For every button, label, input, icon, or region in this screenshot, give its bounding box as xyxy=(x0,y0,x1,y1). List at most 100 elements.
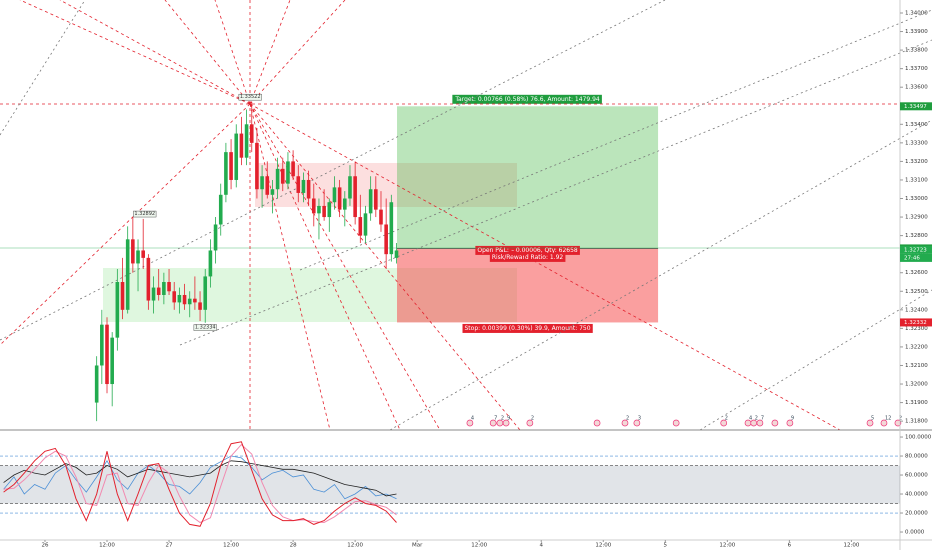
event-icon xyxy=(633,419,641,427)
event-icon xyxy=(593,419,601,427)
event-icon xyxy=(720,419,728,427)
y-tick-label: 1.33000 xyxy=(905,196,928,202)
candle-body xyxy=(332,187,337,203)
position-label-bg xyxy=(489,252,566,262)
price-tag-label: 1.32332 xyxy=(904,320,927,326)
candle-body xyxy=(348,176,352,199)
y-tick-label: 1.33900 xyxy=(905,29,928,35)
osc-band xyxy=(0,465,900,504)
event-icon xyxy=(866,419,874,427)
candle-body xyxy=(151,287,156,301)
candle-body xyxy=(162,281,166,295)
y-tick-label: 1.32100 xyxy=(905,363,928,369)
candle-body xyxy=(270,189,275,195)
y-tick-label: 1.31800 xyxy=(905,419,928,425)
y-tick-label: 1.33800 xyxy=(905,48,928,54)
event-label: 9 xyxy=(507,416,510,422)
x-tick-label: Mar xyxy=(412,543,423,549)
candle-body xyxy=(177,294,182,303)
x-tick-label: 6 xyxy=(788,543,792,549)
y-tick-label: 1.32500 xyxy=(905,289,928,295)
candle-body xyxy=(94,365,99,403)
price-annotation: 1.32892 xyxy=(134,211,155,217)
event-label: 9 xyxy=(791,416,794,422)
candle-body xyxy=(167,281,171,292)
event-icon xyxy=(672,419,680,427)
y-tick-label: 1.32600 xyxy=(905,270,928,276)
candle-body xyxy=(322,205,326,218)
candle-body xyxy=(374,189,378,210)
candle-body xyxy=(306,179,311,199)
event-label: 7 xyxy=(494,416,497,422)
event-icon xyxy=(621,419,629,427)
y-tick-label: 1.31900 xyxy=(905,400,928,406)
position-label-bg xyxy=(462,323,593,333)
osc-y-tick-label: 20.0000 xyxy=(905,511,928,517)
osc-y-tick-label: 0.0000 xyxy=(905,530,925,536)
candle-body xyxy=(343,198,347,210)
event-label: 2 xyxy=(531,416,534,422)
y-tick-label: 1.33100 xyxy=(905,177,928,183)
x-tick-label: 12:00 xyxy=(471,543,487,549)
countdown: 27:46 xyxy=(904,255,920,261)
candle-body xyxy=(358,217,363,236)
price-tag xyxy=(900,245,932,254)
y-tick-label: 1.34000 xyxy=(905,10,928,16)
candle-body xyxy=(353,176,357,218)
candle-body xyxy=(115,281,120,338)
candle-body xyxy=(229,152,233,180)
y-tick-label: 1.32800 xyxy=(905,233,928,239)
candle-body xyxy=(317,205,321,214)
event-icon xyxy=(526,419,534,427)
y-tick-label: 1.33400 xyxy=(905,122,928,128)
x-tick-label: 5 xyxy=(664,543,668,549)
candle-body xyxy=(379,209,383,225)
event-icon xyxy=(771,419,779,427)
target-area xyxy=(397,106,659,249)
position-label: Open P&L: −0.00006, Qty: 62658 xyxy=(477,247,578,254)
price-tag-label: 1.33497 xyxy=(904,104,927,110)
event-icon xyxy=(786,419,794,427)
event-label: 2 xyxy=(725,416,728,422)
y-tick-label: 1.33300 xyxy=(905,140,928,146)
x-tick-label: 12:00 xyxy=(347,543,363,549)
candle-body xyxy=(203,276,208,310)
candle-body xyxy=(136,250,140,264)
x-tick-label: 12:00 xyxy=(719,543,735,549)
event-icon xyxy=(756,419,764,427)
price-annotation: 1.33522 xyxy=(240,94,261,100)
candle-body xyxy=(131,239,135,264)
x-tick-label: 28 xyxy=(290,543,297,549)
x-tick-label: 12:00 xyxy=(223,543,239,549)
candle-body xyxy=(301,179,306,193)
y-tick-label: 1.33200 xyxy=(905,159,928,165)
position-label-bg xyxy=(452,94,602,104)
event-icon xyxy=(894,419,902,427)
fan-lines xyxy=(0,0,841,431)
x-tick-label: 4 xyxy=(539,543,543,549)
y-tick-label: 1.32000 xyxy=(905,382,928,388)
channel-lines xyxy=(0,0,932,431)
candle-body xyxy=(291,161,295,177)
candle-body xyxy=(275,168,280,190)
x-tick-label: 12:00 xyxy=(595,543,611,549)
event-label: 2 xyxy=(626,416,629,422)
candle-body xyxy=(208,250,213,277)
candle-body xyxy=(193,298,197,303)
event-label: 4 xyxy=(749,416,752,422)
osc-line xyxy=(3,455,397,500)
x-tick-label: 12:00 xyxy=(99,543,115,549)
event-label: 4 xyxy=(471,416,474,422)
event-label: 2 xyxy=(755,416,758,422)
candle-body xyxy=(224,152,228,195)
oscillator xyxy=(0,441,900,527)
y-tick-label: 1.33700 xyxy=(905,66,928,72)
event-icon xyxy=(489,419,497,427)
event-label: 3 xyxy=(638,416,641,422)
candle-body xyxy=(265,176,270,195)
candle-body xyxy=(255,142,259,190)
trend-lines xyxy=(0,0,932,431)
osc-y-tick-label: 80.0000 xyxy=(905,454,928,460)
position-label: Stop: 0.00399 (0.30%) 39.9, Amount: 750 xyxy=(465,325,591,332)
